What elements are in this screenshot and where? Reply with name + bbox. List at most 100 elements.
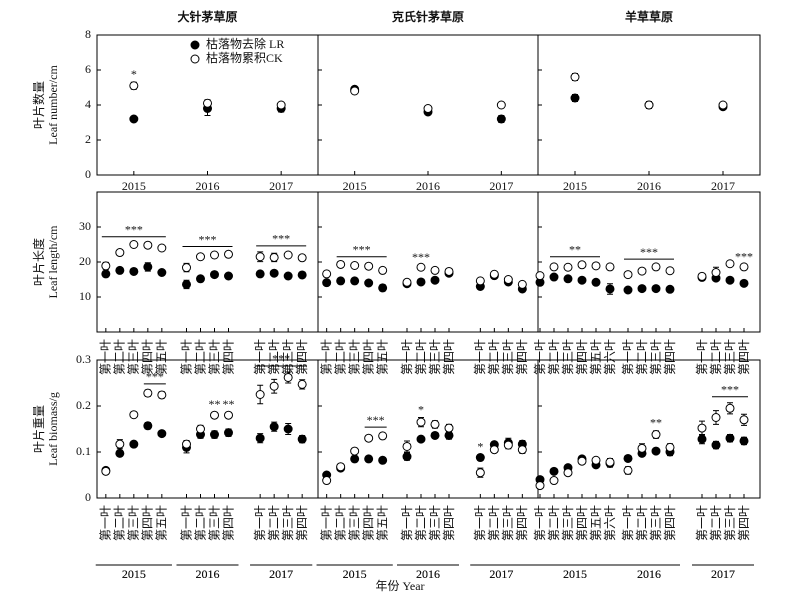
data-point (322, 476, 332, 486)
x-tick-label: 第一叶 (695, 339, 709, 375)
sig-label: * (477, 440, 483, 454)
group-label: 2017 (489, 567, 513, 581)
data-point (489, 269, 499, 279)
data-point (196, 424, 205, 434)
x-tick-label: 第三叶 (561, 505, 575, 541)
x-tick-label: 第五叶 (375, 339, 389, 375)
data-point (378, 265, 388, 275)
data-point (725, 259, 735, 269)
sig-label: *** (146, 370, 164, 384)
x-tick-label: 第一叶 (400, 505, 414, 541)
data-point (711, 440, 721, 450)
x-tick-label: 第二叶 (487, 505, 501, 541)
x-tick-label: 第五叶 (155, 505, 169, 541)
data-point (269, 252, 279, 262)
data-point (115, 439, 125, 449)
data-point (605, 457, 615, 467)
data-point (725, 275, 735, 285)
x-tick-label: 第二叶 (635, 339, 649, 375)
x-tick-label: 第四叶 (295, 505, 309, 541)
x-tick-label: 2015 (122, 179, 146, 193)
legend-label: 枯落物累积CK (206, 50, 283, 65)
group-label: 2015 (563, 567, 587, 581)
y-tick-label: 0.3 (76, 352, 91, 366)
x-tick-label: 第二叶 (193, 339, 207, 375)
x-tick-label: 第二叶 (709, 339, 723, 375)
data-point (430, 419, 440, 429)
data-point (535, 481, 545, 491)
x-tick-label: 第一叶 (473, 505, 487, 541)
y-axis-title: 叶片重量 (32, 405, 46, 453)
y-axis-title: Leaf number/cm (46, 65, 60, 145)
x-tick-label: 第一叶 (695, 505, 709, 541)
x-tick-label: 第五叶 (589, 505, 603, 541)
x-tick-label: 第三叶 (428, 505, 442, 541)
data-point (336, 462, 346, 472)
y-tick-label: 8 (85, 27, 91, 41)
data-point (444, 266, 454, 276)
x-tick-label: 第三叶 (723, 339, 737, 375)
x-tick-label: 第二叶 (547, 505, 561, 541)
data-point (101, 269, 111, 279)
data-point (203, 98, 212, 108)
data-point (378, 455, 388, 465)
x-tick-label: 第三叶 (347, 339, 361, 375)
data-point (665, 284, 675, 294)
x-tick-label: 第四叶 (737, 339, 751, 375)
x-tick-label: 第四叶 (361, 339, 375, 375)
data-point (364, 278, 374, 288)
x-tick-label: 第二叶 (487, 339, 501, 375)
legend-marker (190, 54, 200, 64)
legend-marker (190, 40, 200, 50)
data-point (697, 271, 707, 281)
x-tick-label: 2016 (637, 179, 661, 193)
sig-label: * (131, 67, 137, 81)
x-tick-label: 2017 (269, 179, 293, 193)
x-tick-label: 第一叶 (99, 339, 113, 375)
group-label: 2017 (489, 567, 513, 581)
data-point (430, 430, 440, 440)
sig-label: * (418, 402, 424, 416)
data-point (563, 262, 573, 272)
data-point (496, 114, 506, 124)
data-point (297, 379, 307, 389)
x-tick-label: 第四叶 (442, 339, 456, 375)
data-point (711, 413, 721, 422)
data-point (129, 81, 139, 91)
x-tick-label: 第四叶 (442, 505, 456, 541)
x-tick-label: 第二叶 (193, 505, 207, 541)
sig-label: *** (199, 232, 217, 246)
y-axis-title: Leaf length/cm (46, 225, 60, 299)
data-point (224, 428, 233, 438)
data-point (623, 270, 633, 280)
data-point (269, 381, 279, 391)
x-tick-label: 第四叶 (515, 505, 529, 541)
data-point (283, 271, 293, 281)
data-point (364, 261, 374, 271)
sig-label: ** (569, 242, 581, 256)
group-label: 2017 (711, 567, 735, 581)
data-point (496, 100, 506, 110)
data-point (605, 262, 615, 272)
data-point (143, 262, 153, 272)
data-point (224, 271, 233, 281)
data-point (549, 272, 559, 282)
y-tick-label: 20 (79, 254, 91, 268)
x-tick-label: 第五叶 (589, 339, 603, 375)
x-tick-label: 第一叶 (319, 505, 333, 541)
data-point (336, 276, 346, 286)
x-tick-label: 第二叶 (267, 505, 281, 541)
x-tick-label: 第一叶 (400, 339, 414, 375)
sig-label: ** (650, 416, 662, 430)
y-axis-title: 叶片长度 (31, 238, 46, 286)
data-point (283, 250, 293, 260)
x-tick-label: 第一叶 (621, 505, 635, 541)
data-point (297, 253, 307, 263)
data-point (350, 261, 360, 270)
data-point (444, 430, 454, 440)
x-tick-label: 第三叶 (649, 505, 663, 541)
data-point (665, 442, 675, 452)
y-tick-label: 2 (85, 132, 91, 146)
data-point (725, 433, 735, 443)
data-point (182, 279, 191, 289)
